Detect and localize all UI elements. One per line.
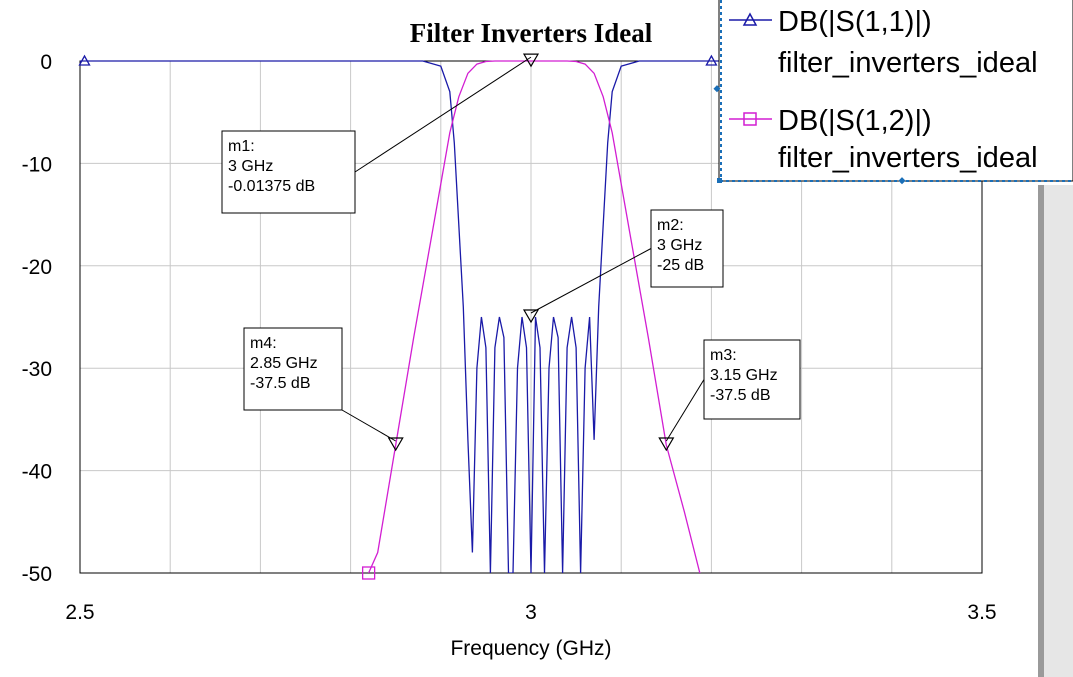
- marker-annotations: m1: 3 GHz -0.01375 dB m2: 3 GHz -25 dB m3: 3.15…: [221, 53, 801, 452]
- marker-triangle-icon: [387, 437, 404, 452]
- legend-series-name-1: DB(|S(1,1)|): [778, 6, 932, 38]
- marker-frequency: 2.85 GHz: [250, 355, 318, 372]
- legend-entry-s11[interactable]: DB(|S(1,1)|) filter_inverters_ideal: [729, 6, 1038, 79]
- marker-triangle-icon: [658, 437, 675, 452]
- y-tick-label: -30: [22, 358, 52, 381]
- legend-entry-s12[interactable]: DB(|S(1,2)|) filter_inverters_ideal: [729, 105, 1038, 174]
- marker-box: [650, 209, 724, 288]
- y-tick-label: -10: [22, 153, 52, 176]
- scrollbar-track[interactable]: [1038, 185, 1073, 677]
- x-tick-label: 3: [525, 601, 537, 624]
- marker-box: [221, 130, 356, 214]
- x-tick-label: 3.5: [967, 601, 996, 624]
- marker-m2[interactable]: m2: 3 GHz -25 dB: [522, 209, 724, 324]
- series-line: [80, 60, 982, 573]
- legend-series-subname-1: filter_inverters_ideal: [778, 47, 1038, 79]
- legend-series-name-2: DB(|S(1,2)|): [778, 105, 932, 137]
- legend-series-subname-2: filter_inverters_ideal: [778, 142, 1038, 174]
- x-axis-label: Frequency (GHz): [450, 637, 611, 660]
- y-tick-label: 0: [40, 51, 52, 74]
- marker-leader-line: [354, 56, 532, 173]
- marker-m3[interactable]: m3: 3.15 GHz -37.5 dB: [658, 339, 801, 452]
- marker-leader-line: [341, 409, 396, 442]
- marker-triangle-icon: [522, 53, 540, 68]
- marker-frequency: 3 GHz: [228, 158, 273, 175]
- marker-value: -37.5 dB: [250, 375, 310, 392]
- chart-title: Filter Inverters Ideal: [410, 18, 653, 48]
- triangle-marker-icon: [742, 12, 758, 26]
- marker-name: m1:: [228, 138, 255, 155]
- marker-box: [243, 327, 343, 411]
- series-2: [368, 60, 701, 573]
- marker-name: m3:: [710, 347, 737, 364]
- marker-m4[interactable]: m4: 2.85 GHz -37.5 dB: [243, 327, 404, 452]
- marker-leader-line: [530, 248, 652, 314]
- marker-leader-line: [665, 379, 705, 442]
- marker-frequency: 3.15 GHz: [710, 367, 778, 384]
- marker-frequency: 3 GHz: [657, 237, 702, 254]
- marker-value: -0.01375 dB: [228, 178, 315, 195]
- y-tick-label: -20: [22, 256, 52, 279]
- y-tick-label: -40: [22, 461, 52, 484]
- series-point-marker: [705, 54, 718, 66]
- marker-value: -25 dB: [657, 257, 704, 274]
- series-point-marker: [361, 566, 376, 580]
- square-marker-icon: [743, 112, 757, 126]
- marker-value: -37.5 dB: [710, 387, 770, 404]
- axis-ticks: 0 -10 -20 -30 -40 -50 2.5 3 3.5: [22, 51, 997, 624]
- marker-box: [703, 339, 801, 420]
- marker-name: m2:: [657, 217, 684, 234]
- legend[interactable]: DB(|S(1,1)|) filter_inverters_ideal DB(|…: [713, 0, 1073, 185]
- x-tick-label: 2.5: [65, 601, 94, 624]
- series-point-marker: [78, 54, 91, 66]
- y-tick-label: -50: [22, 563, 52, 586]
- series-line: [368, 60, 701, 573]
- marker-name: m4:: [250, 335, 277, 352]
- marker-triangle-icon: [522, 309, 540, 324]
- series-1: [80, 60, 982, 573]
- curves: [78, 54, 982, 580]
- marker-m1[interactable]: m1: 3 GHz -0.01375 dB: [221, 53, 540, 214]
